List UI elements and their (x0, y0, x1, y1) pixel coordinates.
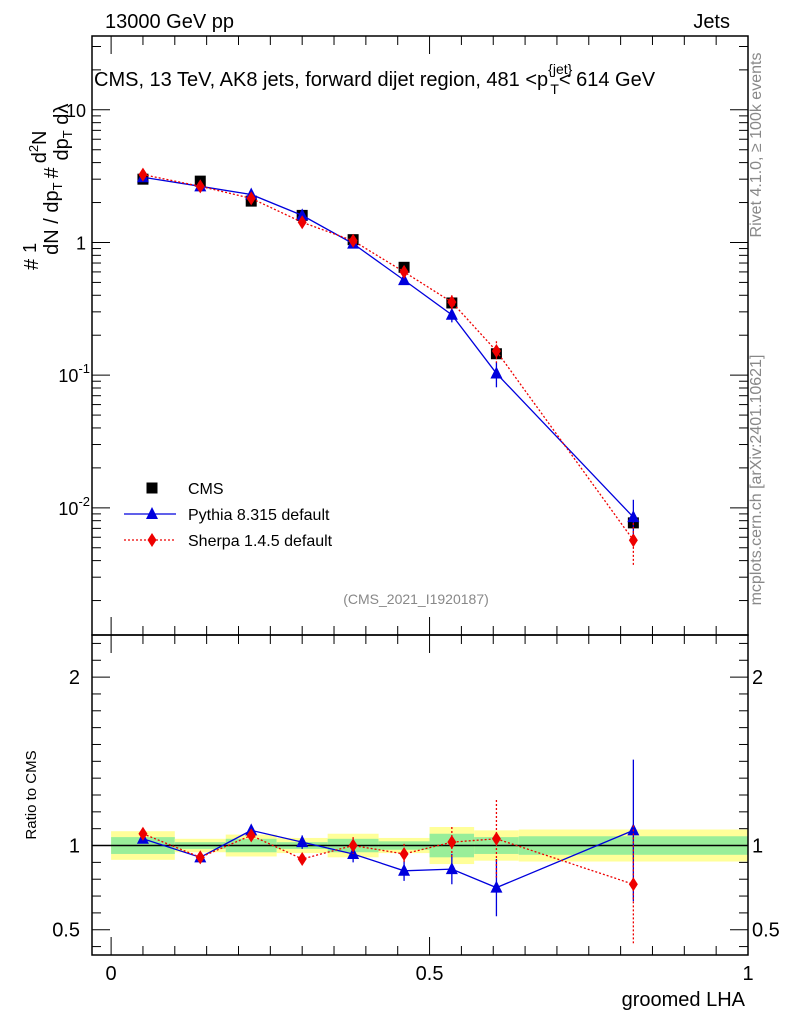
top-data-point (491, 344, 501, 359)
ratio-data-point (445, 862, 458, 875)
ratio-ytick-label-left: 1 (69, 836, 80, 858)
plot-title-sub: T (550, 81, 559, 97)
top-data-point (195, 179, 205, 194)
legend-marker (146, 507, 158, 519)
ratio-data-point (347, 846, 360, 859)
ratio-ytick-label-right: 1 (752, 836, 763, 858)
top-data-point (246, 191, 256, 206)
ratio-data-point (297, 852, 307, 866)
legend-label: Pythia 8.315 default (188, 507, 330, 524)
ratio-data-point (447, 835, 457, 850)
ratio-data-point (628, 877, 638, 892)
top-ytick-label: 10 (66, 101, 86, 121)
legend-label: Sherpa 1.4.5 default (188, 533, 333, 550)
ratio-data-point (490, 880, 503, 893)
energy-label: 13000 GeV pp (105, 11, 234, 33)
ratio-ytick-label-right: 0.5 (752, 920, 780, 942)
top-data-point (398, 273, 411, 286)
legend-marker (146, 482, 158, 494)
top-data-point (348, 233, 358, 248)
ratio-data-point (296, 835, 309, 848)
top-data-point (627, 510, 640, 523)
ratio-data-point (491, 831, 501, 846)
category-label: Jets (693, 11, 730, 33)
top-data-point (490, 366, 503, 379)
top-data-point (296, 208, 309, 221)
top-panel (136, 167, 640, 566)
legend: CMS Pythia 8.315 default Sherpa 1.4.5 defa… (124, 481, 333, 550)
top-ytick-label: 10-2 (58, 494, 90, 519)
top-series-line-1 (142, 176, 634, 518)
ratio-series-line-1 (142, 833, 634, 885)
xtick-label: 0 (106, 963, 117, 985)
top-data-point (399, 264, 409, 279)
ratio-data-point (246, 828, 256, 843)
ratio-data-point (138, 826, 148, 841)
top-ylabel: #1dN / dpT#d2NdpT dλ (20, 104, 75, 270)
x-axis-label: groomed LHA (622, 989, 746, 1011)
xtick-label: 1 (742, 963, 753, 985)
top-ytick-label: 1 (76, 233, 86, 253)
plot-title-main: CMS, 13 TeV, AK8 jets, forward dijet reg… (94, 69, 548, 91)
mcplots-side-label: mcplots.cern.ch [arXiv:2401.10621] (748, 355, 765, 606)
top-ytick-label: 10-1 (58, 361, 90, 386)
axes: 10-2 10-1 1 10 0 0.5 1 0.5 0.5 1 1 2 2 (52, 35, 780, 985)
rivet-side-label: Rivet 4.1.0, ≥ 100k events (748, 53, 765, 238)
plot-title-sup: {jet} (548, 61, 572, 77)
ratio-data-point (399, 846, 409, 861)
ratio-data-point (398, 863, 411, 876)
ratio-data-point (348, 838, 358, 853)
xtick-label: 0.5 (416, 963, 444, 985)
ratio-ylabel: Ratio to CMS (23, 750, 40, 839)
top-data-point (297, 215, 307, 230)
ratio-panel (92, 759, 748, 944)
legend-marker (147, 533, 157, 547)
legend-label: CMS (188, 481, 224, 498)
top-data-point (138, 167, 148, 182)
plot-title: CMS, 13 TeV, AK8 jets, forward dijet reg… (94, 61, 656, 97)
plot-title-tail: < 614 GeV (559, 69, 656, 91)
ratio-ytick-label-left: 2 (69, 667, 80, 689)
ratio-data-point (195, 850, 205, 865)
ratio-frame (91, 634, 749, 956)
top-data-point (447, 295, 457, 310)
ratio-ytick-label-left: 0.5 (52, 920, 80, 942)
ratio-ytick-label-right: 2 (752, 667, 763, 689)
top-data-point (445, 307, 458, 320)
top-data-point (628, 533, 638, 548)
analysis-id: (CMS_2021_I1920187) (343, 591, 489, 607)
